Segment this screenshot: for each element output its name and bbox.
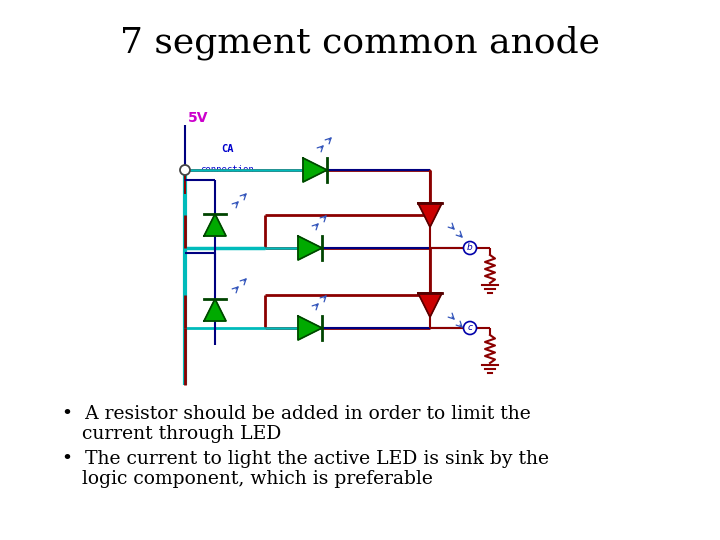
Polygon shape bbox=[298, 236, 322, 260]
Text: c: c bbox=[467, 323, 472, 333]
Polygon shape bbox=[204, 299, 226, 321]
Text: •  A resistor should be added in order to limit the: • A resistor should be added in order to… bbox=[62, 405, 531, 423]
Polygon shape bbox=[298, 316, 322, 340]
Text: CA: CA bbox=[221, 144, 233, 154]
Polygon shape bbox=[418, 293, 442, 317]
Text: connection: connection bbox=[200, 165, 254, 174]
Circle shape bbox=[180, 165, 190, 175]
Text: 7 segment common anode: 7 segment common anode bbox=[120, 26, 600, 60]
Text: 5V: 5V bbox=[188, 111, 209, 125]
Text: current through LED: current through LED bbox=[82, 425, 282, 443]
Polygon shape bbox=[204, 214, 226, 236]
Polygon shape bbox=[418, 203, 442, 227]
Text: •  The current to light the active LED is sink by the: • The current to light the active LED is… bbox=[62, 450, 549, 468]
Polygon shape bbox=[303, 158, 327, 182]
Text: b: b bbox=[467, 244, 473, 253]
Text: logic component, which is preferable: logic component, which is preferable bbox=[82, 470, 433, 488]
